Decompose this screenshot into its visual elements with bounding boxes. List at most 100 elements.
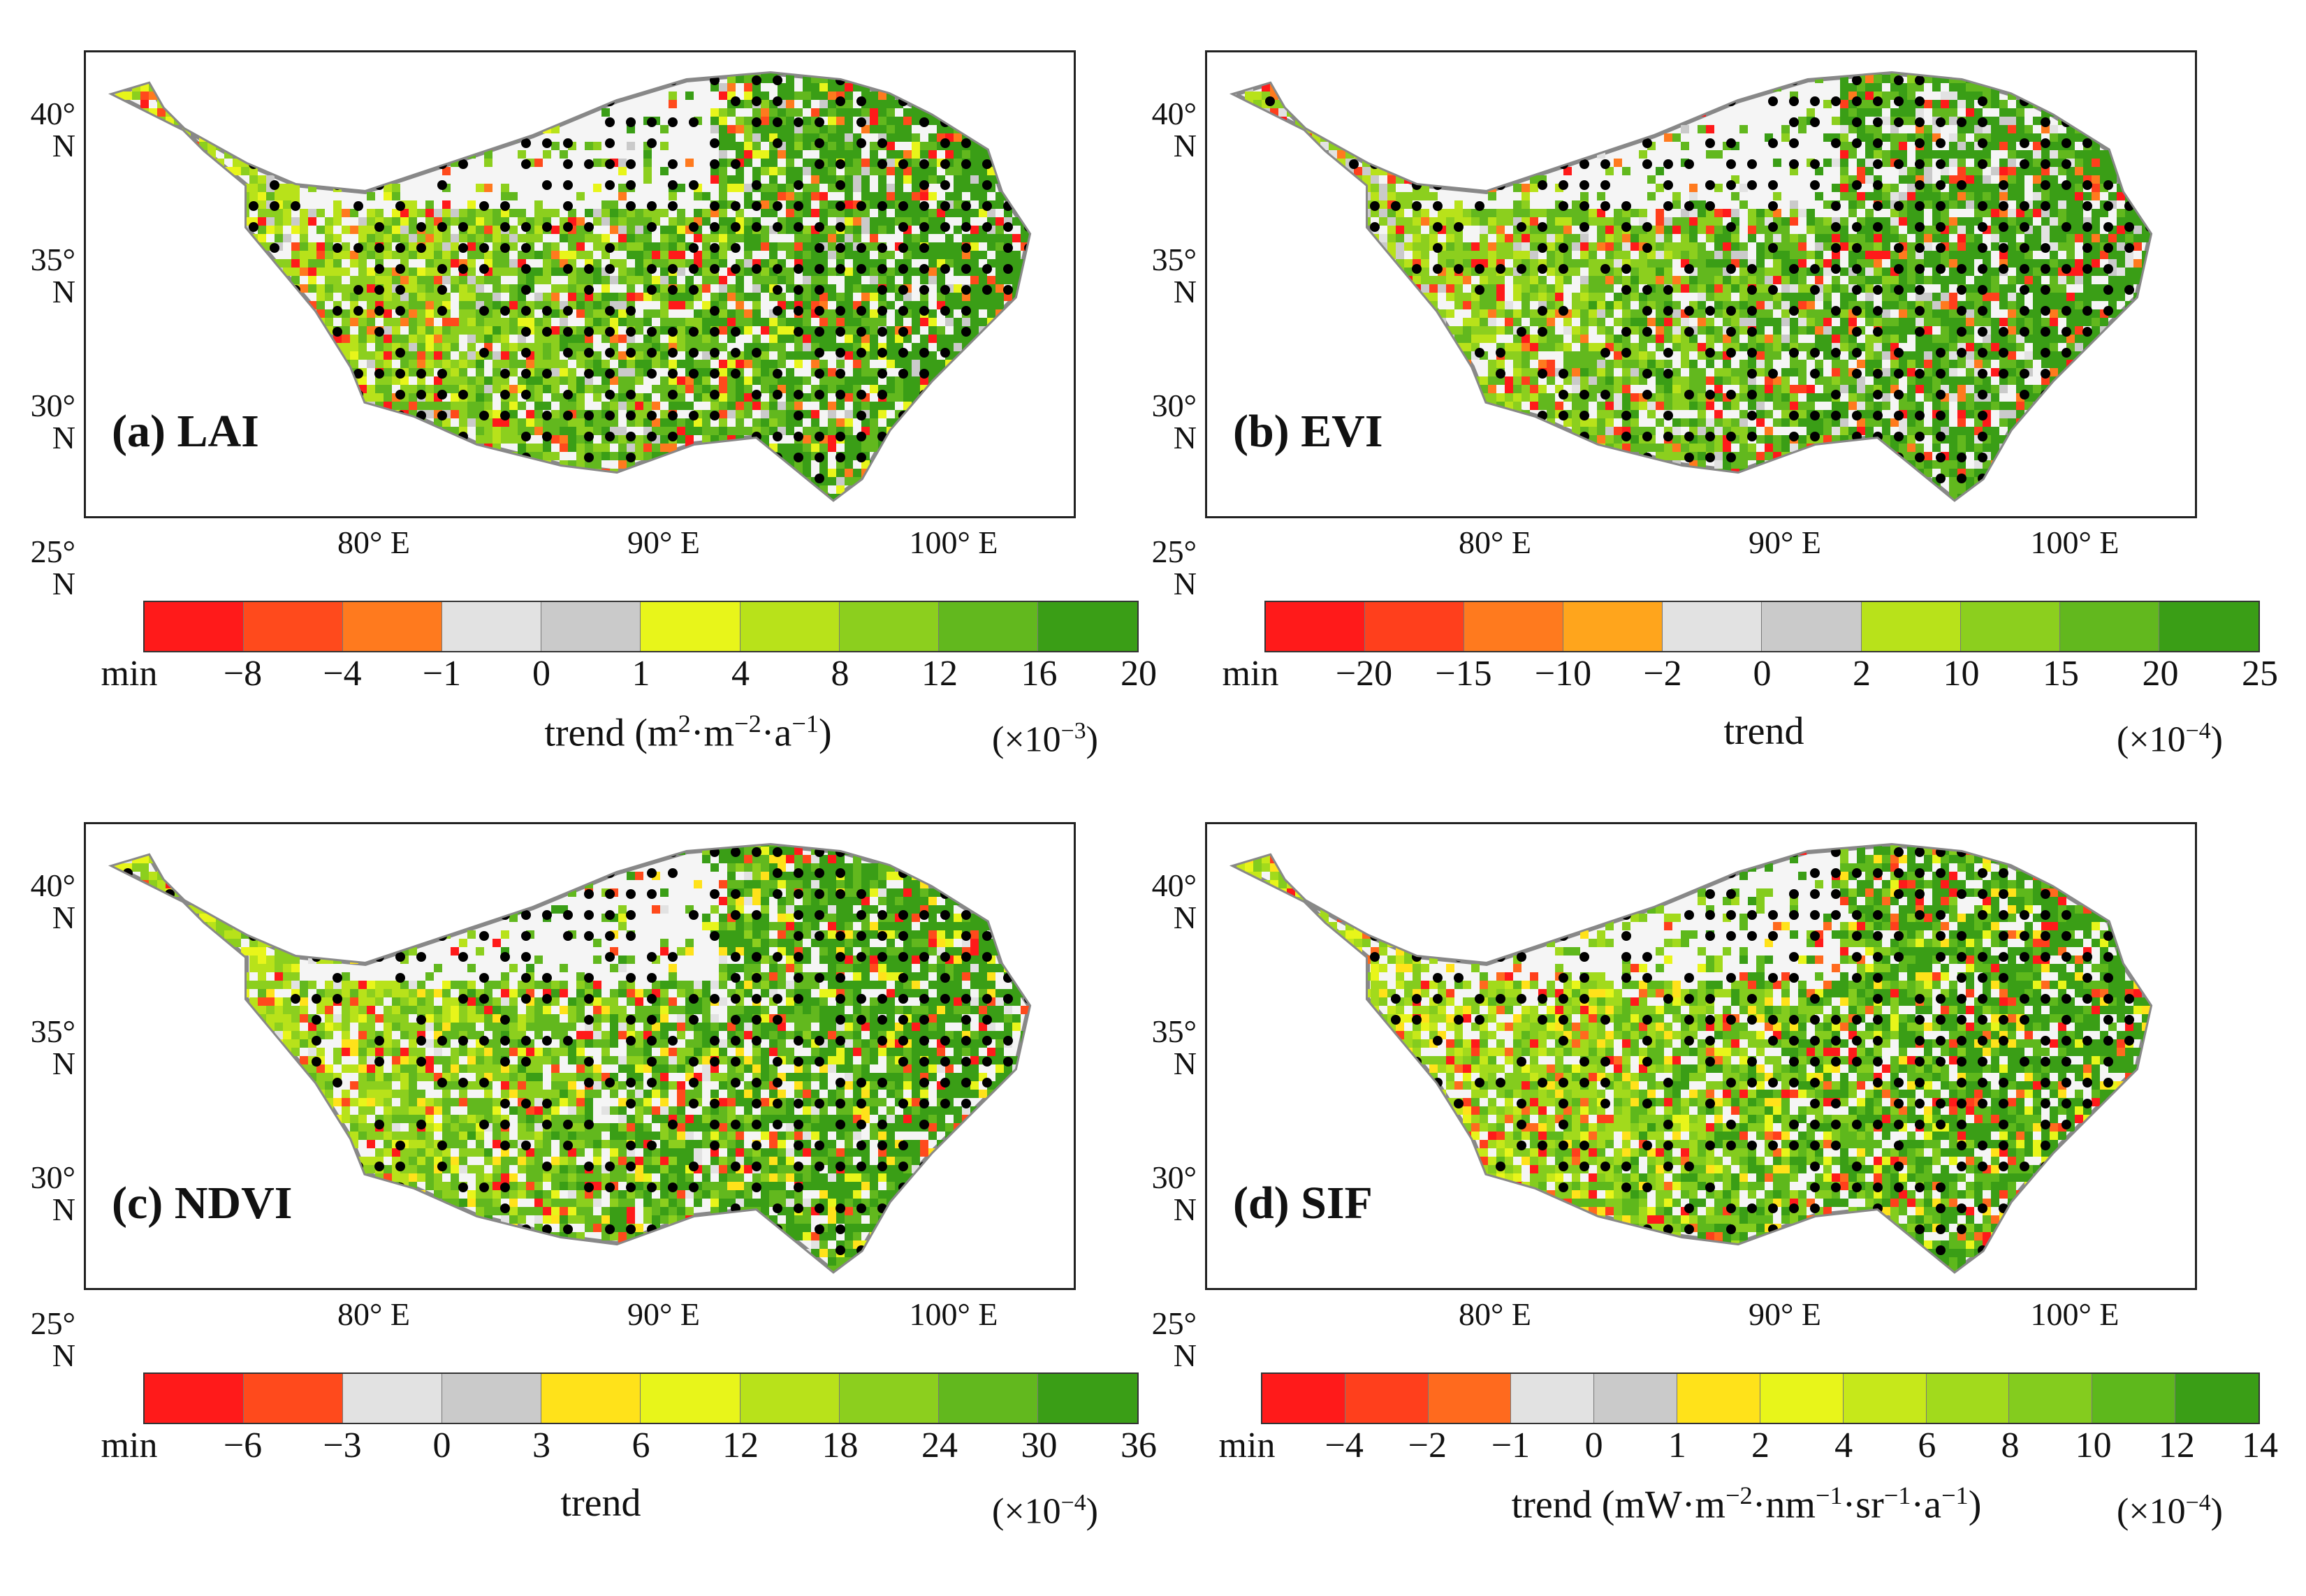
significance-dot [249,264,258,274]
trend-pixel [266,351,275,360]
trend-pixel [752,460,761,469]
trend-pixel [744,318,752,326]
trend-pixel [484,326,492,335]
trend-pixel [576,469,585,477]
trend-pixel [1004,427,1012,435]
significance-dot [856,348,866,358]
trend-pixel [845,343,853,351]
trend-pixel [593,217,601,226]
trend-pixel [1999,66,2008,75]
trend-pixel [333,402,342,410]
significance-dot [856,138,866,148]
significance-dot [815,159,824,169]
trend-pixel [1037,335,1046,343]
trend-pixel [803,351,811,360]
trend-pixel [534,494,543,502]
trend-pixel [191,385,199,393]
trend-pixel [392,217,400,226]
trend-pixel [342,418,350,427]
trend-pixel [903,276,912,284]
trend-pixel [744,385,752,393]
trend-pixel [149,175,157,184]
trend-pixel [878,494,886,502]
trend-pixel [970,83,979,91]
trend-pixel [207,494,216,502]
trend-pixel [627,360,635,368]
trend-pixel [987,66,995,75]
trend-pixel [803,318,811,326]
significance-dot [458,159,468,169]
trend-pixel [216,335,224,343]
significance-dot [626,348,636,358]
trend-pixel [727,360,736,368]
trend-pixel [308,276,316,284]
significance-dot [919,369,929,379]
significance-dot [395,75,405,85]
trend-pixel [325,226,333,234]
trend-pixel [618,376,627,385]
trend-pixel [1999,75,2008,83]
significance-dot [919,159,929,169]
trend-pixel [803,293,811,301]
trend-pixel [115,100,124,108]
trend-pixel [425,242,434,251]
trend-pixel [979,418,987,427]
trend-pixel [1037,284,1046,293]
trend-pixel [115,142,124,150]
significance-dot [270,117,279,127]
trend-pixel [333,276,342,284]
trend-pixel [266,427,275,435]
trend-pixel [593,259,601,268]
trend-pixel [140,502,149,511]
trend-pixel [937,402,945,410]
trend-pixel [149,318,157,326]
significance-dot [982,369,992,379]
trend-pixel [870,477,878,485]
trend-pixel [199,117,207,125]
trend-pixel [476,293,484,301]
trend-pixel [710,477,719,485]
trend-pixel [912,477,920,485]
trend-pixel [140,142,149,150]
trend-pixel [551,142,560,150]
trend-pixel [995,159,1004,167]
trend-pixel [744,309,752,318]
trend-pixel [761,150,769,159]
trend-pixel [291,343,300,351]
trend-pixel [836,150,845,159]
trend-pixel [451,83,459,91]
trend-pixel [903,485,912,494]
trend-pixel [291,83,300,91]
trend-pixel [954,477,962,485]
significance-dot [563,348,573,358]
trend-pixel [2092,75,2100,83]
trend-pixel [409,460,417,469]
trend-pixel [409,200,417,209]
significance-dot [982,348,992,358]
trend-pixel [828,175,836,184]
trend-pixel [233,343,241,351]
trend-pixel [836,477,845,485]
trend-pixel [719,167,727,175]
trend-pixel [803,452,811,460]
trend-pixel [140,234,149,242]
trend-pixel [417,301,425,309]
trend-pixel [954,251,962,259]
trend-pixel [912,343,920,351]
trend-pixel [719,318,727,326]
trend-pixel [786,284,794,293]
trend-pixel [392,402,400,410]
significance-dot [249,222,258,232]
trend-pixel [786,108,794,117]
trend-pixel [132,360,140,368]
trend-pixel [945,485,954,494]
trend-pixel [677,318,685,326]
trend-pixel [895,385,903,393]
trend-pixel [710,125,719,133]
trend-pixel [367,335,375,343]
trend-pixel [1037,251,1046,259]
trend-pixel [409,226,417,234]
trend-pixel [736,125,744,133]
trend-pixel [727,142,736,150]
trend-pixel [409,234,417,242]
